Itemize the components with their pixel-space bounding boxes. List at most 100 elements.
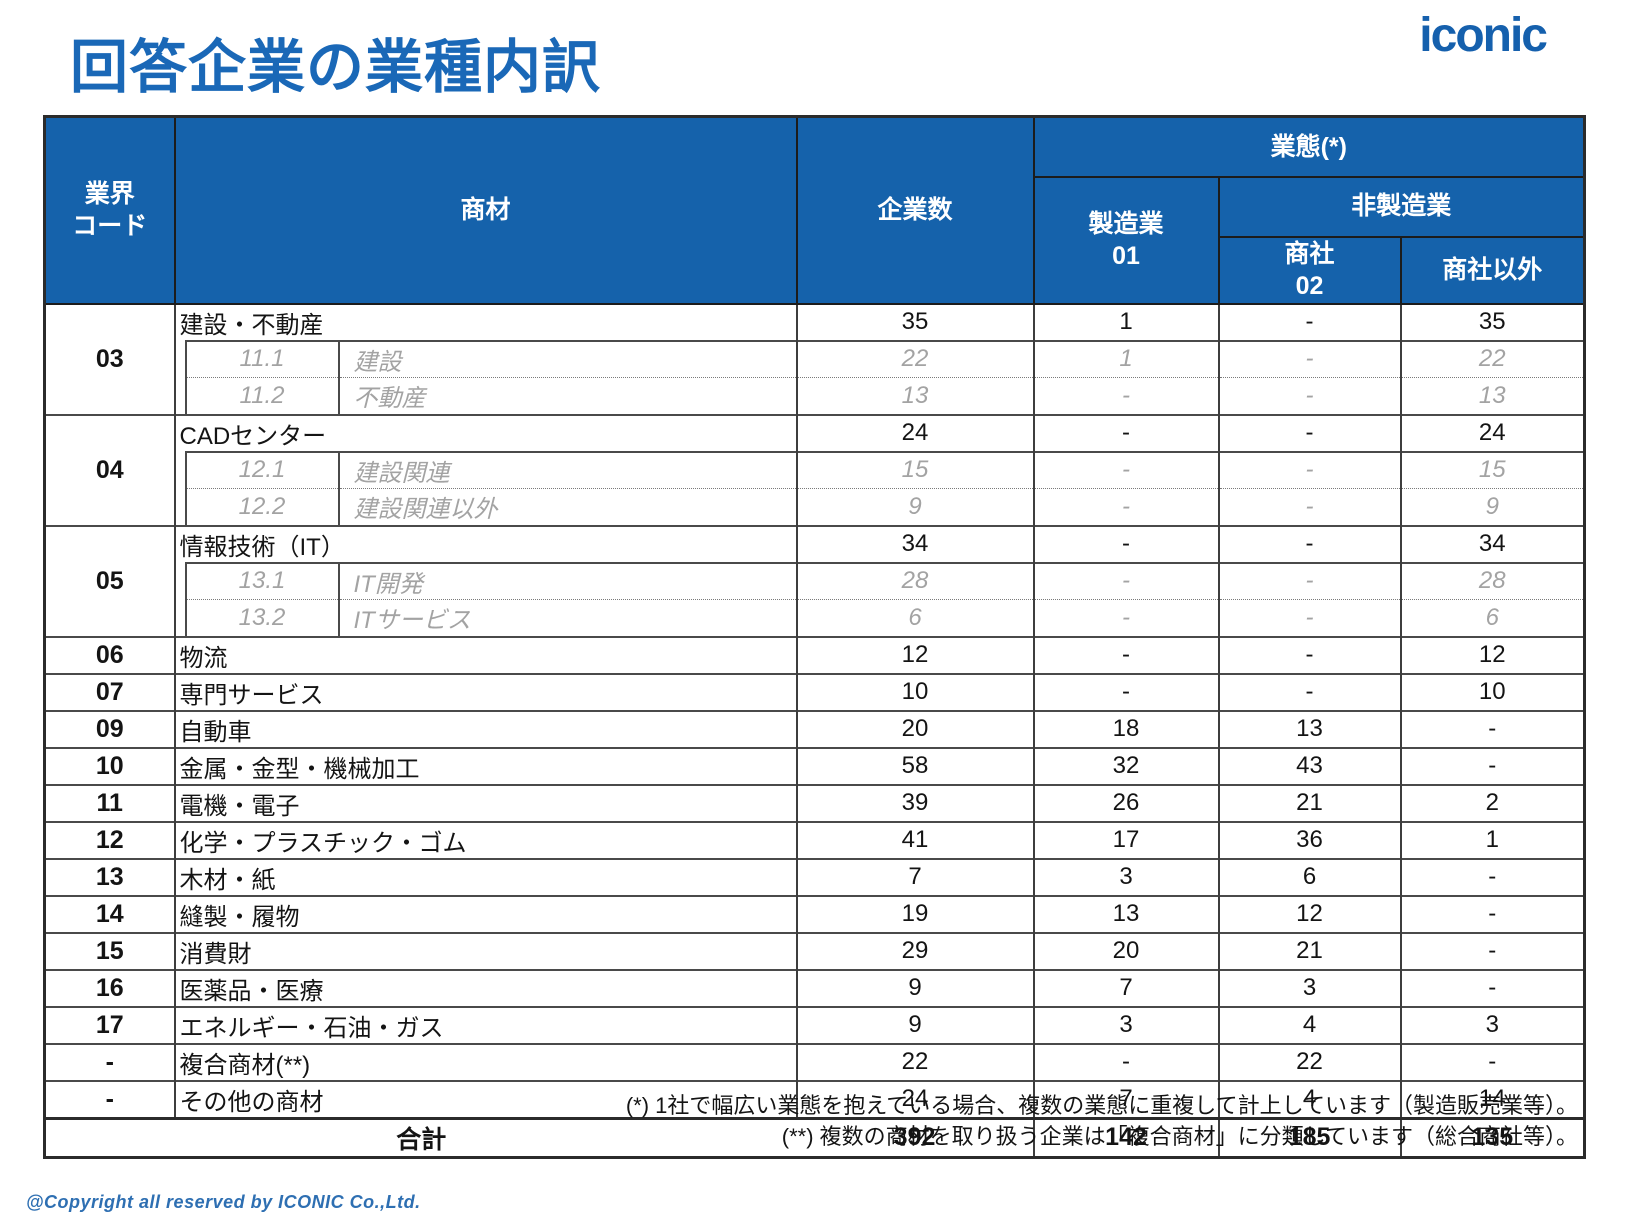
product-cell: 専門サービス <box>174 672 798 711</box>
industry-code-cell: 09 <box>44 709 176 748</box>
table-row: 12 化学・プラスチック・ゴム 41 17 36 1 <box>44 820 1585 859</box>
value-cell: 24 <box>796 413 1035 452</box>
value-cell: - <box>1400 894 1585 933</box>
value-cell: - <box>1400 857 1585 896</box>
value-cell: 10 <box>796 672 1035 711</box>
sub-value-cell: 9 <box>1400 488 1585 526</box>
value-cell: - <box>1400 746 1585 785</box>
industry-code-cell: 16 <box>44 968 176 1007</box>
industry-code-cell: 03 <box>44 302 176 415</box>
sub-value-cell: - <box>1033 377 1220 415</box>
value-cell: 9 <box>796 968 1035 1007</box>
footnotes: (*) 1社で幅広い業態を抱えている場合、複数の業態に重複して計上しています（製… <box>626 1090 1578 1152</box>
industry-code-cell: 11 <box>44 783 176 822</box>
industry-code-cell: - <box>44 1042 176 1081</box>
sub-value-cell: 22 <box>1400 339 1585 378</box>
header-company-count: 企業数 <box>795 115 1035 305</box>
value-cell: 39 <box>796 783 1035 822</box>
sub-value-cell: 9 <box>796 488 1035 526</box>
sub-indent-cell <box>174 562 187 600</box>
product-cell: 化学・プラスチック・ゴム <box>174 820 798 859</box>
value-cell: 13 <box>1218 709 1402 748</box>
sub-label-cell: 建設 <box>338 339 798 378</box>
iconic-logo: iconic <box>1419 9 1548 62</box>
header-non-manufacturing: 非製造業 <box>1217 175 1586 238</box>
value-cell: 14 <box>1400 1079 1585 1118</box>
industry-code-cell: 07 <box>44 672 176 711</box>
product-cell: その他の商材 <box>174 1079 798 1118</box>
product-cell: 電機・電子 <box>174 783 798 822</box>
sub-indent-cell <box>174 488 187 526</box>
industry-code-cell: 10 <box>44 746 176 785</box>
value-cell: 32 <box>1033 746 1220 785</box>
value-cell: 29 <box>796 931 1035 970</box>
product-cell: エネルギー・石油・ガス <box>174 1005 798 1044</box>
table-row: 10 金属・金型・機械加工 58 32 43- <box>44 746 1585 785</box>
value-cell: 21 <box>1218 931 1402 970</box>
header-business-type: 業態(*) <box>1032 115 1586 178</box>
value-cell: 35 <box>1400 302 1585 341</box>
table-row: 05 情報技術（IT） 34- -34 <box>44 524 1585 637</box>
product-cell: CADセンター <box>174 413 798 452</box>
sub-value-cell: 15 <box>1400 450 1585 489</box>
product-cell: 医薬品・医療 <box>174 968 798 1007</box>
sub-label-cell: IT開発 <box>338 561 798 600</box>
sub-code-cell: 13.1 <box>185 561 340 600</box>
value-cell: 7 <box>1033 1079 1220 1118</box>
sub-value-cell: - <box>1033 488 1220 526</box>
industry-code-cell: 14 <box>44 894 176 933</box>
sub-label-cell: 建設関連以外 <box>338 488 798 526</box>
value-cell: 17 <box>1033 820 1220 859</box>
value-cell: 12 <box>796 635 1035 674</box>
value-cell: 9 <box>796 1005 1035 1044</box>
industry-breakdown-table-wrap: 業界 コード 商材 企業数 業態(*) 製造業 01 非製造業 商社 02 商社… <box>43 115 1587 1159</box>
value-cell: 2 <box>1400 783 1585 822</box>
total-value-cell: 142 <box>1033 1116 1220 1157</box>
table-sub-row: 12.2 建設関連以外 9- -9 <box>45 488 1585 526</box>
table-row: - 複合商材(**) 22-22- <box>44 1042 1585 1081</box>
value-cell: 41 <box>796 820 1035 859</box>
footnote-1: (*) 1社で幅広い業態を抱えている場合、複数の業態に重複して計上しています（製… <box>625 1093 1578 1118</box>
value-cell: 3 <box>1033 857 1220 896</box>
value-cell: 6 <box>1218 857 1402 896</box>
sub-value-cell: 15 <box>796 450 1035 489</box>
product-cell: 縫製・履物 <box>174 894 798 933</box>
value-cell: - <box>1218 413 1402 452</box>
table-row: 07 専門サービス 10- -10 <box>44 672 1585 711</box>
value-cell: 21 <box>1218 783 1402 822</box>
sub-value-cell: 28 <box>1400 561 1585 600</box>
sub-label-cell: 不動産 <box>338 377 798 415</box>
value-cell: 4 <box>1218 1005 1402 1044</box>
value-cell: - <box>1218 524 1402 563</box>
table-sub-row: 12.1 建設関連 15- -15 <box>45 450 1585 489</box>
table-sub-row: 11.1 建設 22 1-22 <box>45 339 1585 378</box>
industry-code-cell: 04 <box>44 413 176 526</box>
sub-indent-cell <box>174 340 187 378</box>
value-cell: 7 <box>796 857 1035 896</box>
industry-breakdown-table: 業界 コード 商材 企業数 業態(*) 製造業 01 非製造業 商社 02 商社… <box>43 115 1587 1159</box>
table-row: 15 消費財 29 20 21- <box>44 931 1585 970</box>
value-cell: 58 <box>796 746 1035 785</box>
sub-value-cell: - <box>1218 450 1402 489</box>
sub-value-cell: 22 <box>796 339 1035 378</box>
table-header: 業界 コード 商材 企業数 業態(*) 製造業 01 非製造業 商社 02 商社… <box>43 115 1586 305</box>
value-cell: 10 <box>1400 672 1585 711</box>
value-cell: - <box>1400 1042 1585 1081</box>
sub-value-cell: - <box>1218 339 1402 378</box>
industry-code-cell: - <box>44 1079 176 1118</box>
value-cell: 18 <box>1033 709 1220 748</box>
table-body: 03 建設・不動産 35 1-35 11.1 建設 22 1-22 11.2 不動産 13- -13 0… <box>44 302 1585 1157</box>
product-cell: 消費財 <box>174 931 798 970</box>
product-cell: 物流 <box>174 635 798 674</box>
sub-indent-cell <box>174 599 187 637</box>
sub-value-cell: 6 <box>796 599 1035 637</box>
page-title: 回答企業の業種内訳 <box>70 35 602 100</box>
sub-value-cell: 13 <box>1400 377 1585 415</box>
value-cell: 3 <box>1218 968 1402 1007</box>
value-cell: 3 <box>1033 1005 1220 1044</box>
table-row: 09 自動車 20 18 13- <box>44 709 1585 748</box>
industry-code-cell: 05 <box>44 524 176 637</box>
table-row: 11 電機・電子 39 26 21 2 <box>44 783 1585 822</box>
sub-code-cell: 11.1 <box>185 339 340 378</box>
product-cell: 情報技術（IT） <box>174 524 798 563</box>
